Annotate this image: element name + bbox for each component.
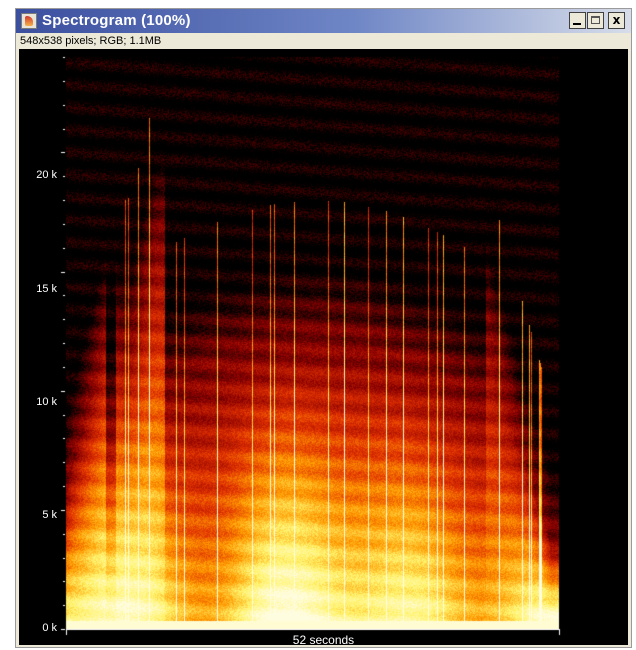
spectrogram-window: Spectrogram (100%) x 548x538 pixels; RGB…: [15, 8, 632, 648]
y-tick-label-5k: 5 k: [42, 509, 57, 521]
spectrogram-heatmap: [19, 49, 628, 645]
y-tick-label-20k: 20 k: [36, 169, 57, 181]
window-title: Spectrogram (100%): [42, 12, 191, 29]
close-button[interactable]: x: [608, 12, 625, 29]
x-axis-label: 52 seconds: [292, 633, 355, 645]
minimize-button[interactable]: [569, 12, 586, 29]
y-tick-label-15k: 15 k: [36, 283, 57, 295]
image-info: 548x538 pixels; RGB; 1.1MB: [20, 35, 162, 47]
title-bar[interactable]: Spectrogram (100%) x: [16, 9, 631, 33]
maximize-button[interactable]: [587, 12, 604, 29]
y-tick-label-0k: 0 k: [42, 622, 57, 634]
y-tick-label-10k: 10 k: [36, 396, 57, 408]
app-icon: [21, 13, 37, 29]
spectrogram-canvas: 0 k 5 k 10 k 15 k 20 k 52 seconds: [19, 49, 628, 645]
